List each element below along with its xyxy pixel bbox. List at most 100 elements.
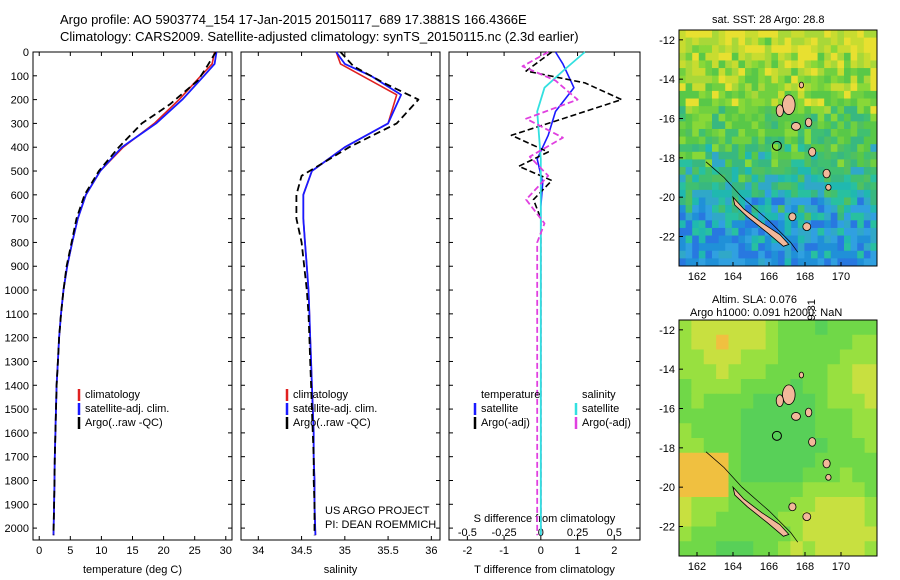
map-cell-sla_map-3-4 bbox=[716, 379, 730, 395]
map-cell-sst_map-19-26 bbox=[804, 227, 812, 237]
map-cell-sst_map-29-4 bbox=[870, 60, 877, 69]
map-cell-sla_map-4-0 bbox=[728, 320, 742, 336]
map-cell-sst_map-13-4 bbox=[764, 60, 772, 69]
map-cell-sst_map-24-26 bbox=[837, 227, 845, 237]
map-cell-sst_map-4-21 bbox=[705, 189, 713, 199]
legend-label-salinity_profile-2: Argo(..raw -QC) bbox=[293, 417, 371, 429]
map-cell-sst_map-10-16 bbox=[745, 151, 753, 161]
map-cell-sla_map-15-9 bbox=[864, 452, 877, 469]
map-cell-sst_map-19-3 bbox=[804, 52, 812, 62]
map-cell-sst_map-6-11 bbox=[718, 113, 726, 122]
map-cell-sst_map-4-11 bbox=[705, 113, 713, 122]
map-cell-sla_map-14-5 bbox=[852, 393, 866, 410]
map-cell-sst_map-17-10 bbox=[791, 106, 799, 115]
map-cell-sst_map-13-13 bbox=[764, 128, 772, 138]
map-cell-sst_map-18-23 bbox=[797, 205, 805, 214]
map-cell-sst_map-28-28 bbox=[863, 243, 871, 252]
map-cell-sla_map-5-10 bbox=[740, 467, 754, 483]
map-cell-sst_map-21-6 bbox=[817, 75, 825, 84]
map-cell-sla_map-13-13 bbox=[839, 511, 853, 528]
map-cell-sst_map-3-26 bbox=[698, 227, 706, 237]
map-cell-sst_map-28-13 bbox=[863, 128, 871, 138]
map-cell-sst_map-8-27 bbox=[731, 235, 739, 244]
map-cell-sst_map-10-28 bbox=[745, 243, 753, 252]
map-cell-sla_map-0-12 bbox=[679, 497, 692, 513]
map-cell-sst_map-0-22 bbox=[679, 197, 687, 206]
map-cell-sst_map-29-30 bbox=[870, 258, 877, 266]
map-cell-sla_map-3-5 bbox=[716, 393, 730, 410]
map-cell-sst_map-20-14 bbox=[811, 136, 819, 145]
map-cell-sla_map-0-10 bbox=[679, 467, 692, 483]
map-xtick-label-sla_map-2: 166 bbox=[760, 561, 778, 573]
map-cell-sst_map-1-11 bbox=[685, 113, 693, 122]
map-cell-sst_map-12-20 bbox=[758, 182, 766, 191]
map-cell-sla_map-0-14 bbox=[679, 526, 692, 542]
map-cell-sst_map-12-18 bbox=[758, 167, 766, 176]
map-cell-sla_map-7-0 bbox=[765, 320, 779, 336]
map-cell-sst_map-25-8 bbox=[844, 90, 852, 100]
map-cell-sla_map-14-2 bbox=[852, 349, 866, 365]
map-cell-sst_map-7-15 bbox=[725, 144, 733, 153]
map-sst_map bbox=[678, 29, 878, 267]
map-cell-sst_map-23-29 bbox=[830, 250, 838, 259]
island-sst_map-1 bbox=[775, 104, 784, 117]
map-cell-sst_map-2-14 bbox=[692, 136, 700, 145]
map-cell-sst_map-25-10 bbox=[844, 106, 852, 115]
map-cell-sst_map-3-3 bbox=[698, 52, 706, 62]
map-cell-sst_map-28-5 bbox=[863, 68, 871, 77]
map-cell-sst_map-9-29 bbox=[738, 250, 746, 259]
map-cell-sst_map-11-20 bbox=[751, 182, 759, 191]
map-cell-sst_map-20-13 bbox=[811, 128, 819, 138]
map-cell-sla_map-6-11 bbox=[753, 482, 767, 498]
map-cell-sla_map-13-9 bbox=[839, 452, 853, 469]
map-cell-sst_map-28-16 bbox=[863, 151, 871, 161]
map-cell-sst_map-17-26 bbox=[791, 227, 799, 237]
map-cell-sla_map-6-9 bbox=[753, 452, 767, 469]
map-cell-sst_map-24-1 bbox=[837, 37, 845, 46]
map-cell-sst_map-22-9 bbox=[824, 98, 832, 107]
map-cell-sst_map-10-26 bbox=[745, 227, 753, 237]
map-cell-sst_map-27-21 bbox=[857, 189, 865, 199]
map-cell-sla_map-9-0 bbox=[790, 320, 804, 336]
map-cell-sst_map-22-3 bbox=[824, 52, 832, 62]
map-cell-sst_map-27-12 bbox=[857, 121, 865, 130]
map-cell-sst_map-9-1 bbox=[738, 37, 746, 46]
map-cell-sst_map-25-18 bbox=[844, 167, 852, 176]
map-cell-sst_map-7-16 bbox=[725, 151, 733, 161]
map-cell-sst_map-15-3 bbox=[778, 52, 786, 62]
map-cell-sst_map-13-1 bbox=[764, 37, 772, 46]
map-cell-sst_map-19-30 bbox=[804, 258, 812, 266]
map-cell-sst_map-25-30 bbox=[844, 258, 852, 266]
map-cell-sst_map-3-29 bbox=[698, 250, 706, 259]
map-cell-sst_map-3-18 bbox=[698, 167, 706, 176]
map-xtick-label-sst_map-2: 166 bbox=[760, 271, 778, 283]
map-cell-sst_map-19-17 bbox=[804, 159, 812, 168]
map-cell-sst_map-27-17 bbox=[857, 159, 865, 168]
map-cell-sst_map-18-5 bbox=[797, 68, 805, 77]
map-cell-sst_map-24-10 bbox=[837, 106, 845, 115]
series-difference_profile-0 bbox=[536, 51, 575, 536]
map-cell-sla_map-8-0 bbox=[778, 320, 791, 336]
map-cell-sst_map-23-14 bbox=[830, 136, 838, 145]
map-cell-sst_map-18-24 bbox=[797, 212, 805, 221]
map-cell-sst_map-11-16 bbox=[751, 151, 759, 161]
island-sla_map-2 bbox=[804, 407, 813, 418]
map-cell-sst_map-27-19 bbox=[857, 174, 865, 183]
xtick-label-temperature_profile-1: 5 bbox=[67, 545, 73, 557]
map-cell-sst_map-11-23 bbox=[751, 205, 759, 214]
map-cell-sst_map-18-1 bbox=[797, 37, 805, 46]
map-cell-sst_map-17-16 bbox=[791, 151, 799, 161]
map-cell-sst_map-10-10 bbox=[745, 106, 753, 115]
map-cell-sst_map-7-3 bbox=[725, 52, 733, 62]
map-cell-sst_map-5-12 bbox=[712, 121, 720, 130]
map-ytick-label-sst_map-1: -14 bbox=[659, 74, 675, 86]
map-cell-sst_map-29-15 bbox=[870, 144, 877, 153]
map-cell-sst_map-6-15 bbox=[718, 144, 726, 153]
map-cell-sla_map-14-9 bbox=[852, 452, 866, 469]
map-cell-sla_map-10-2 bbox=[802, 349, 816, 365]
map-cell-sla_map-6-10 bbox=[753, 467, 767, 483]
map-cell-sst_map-5-10 bbox=[712, 106, 720, 115]
map-cell-sla_map-5-1 bbox=[740, 334, 754, 351]
map-cell-sla_map-2-6 bbox=[703, 408, 717, 424]
map-cell-sst_map-20-29 bbox=[811, 250, 819, 259]
